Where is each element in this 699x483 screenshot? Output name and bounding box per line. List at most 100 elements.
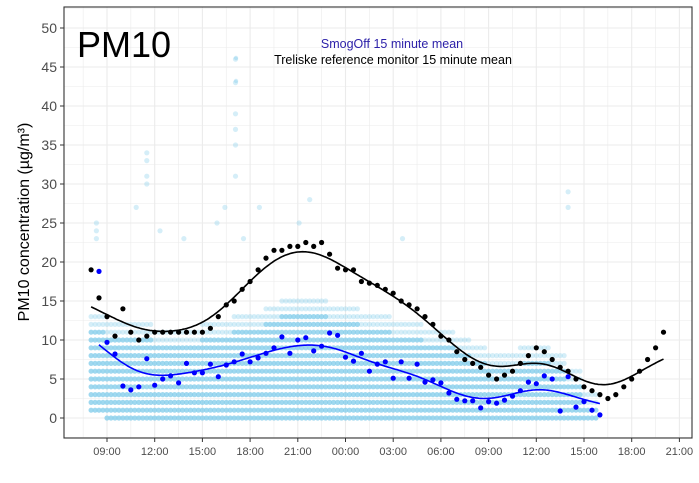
raw-sensor-point	[219, 321, 225, 327]
raw-sensor-point	[176, 392, 182, 398]
reference-point	[207, 325, 213, 331]
raw-sensor-point	[553, 407, 559, 413]
raw-sensor-point	[454, 337, 460, 343]
raw-sensor-point	[132, 360, 138, 366]
raw-sensor-point	[267, 321, 273, 327]
raw-sensor-point	[291, 321, 297, 327]
legend-label-reference: Treliske reference monitor 15 minute mea…	[274, 53, 512, 67]
raw-sensor-outlier	[93, 220, 99, 226]
raw-sensor-point	[211, 321, 217, 327]
raw-sensor-point	[331, 329, 337, 335]
raw-sensor-point	[191, 407, 197, 413]
smogoff-point	[565, 374, 571, 380]
raw-sensor-point	[557, 415, 563, 421]
raw-sensor-point	[402, 329, 408, 335]
raw-sensor-point	[466, 368, 472, 374]
raw-sensor-point	[450, 360, 456, 366]
raw-sensor-point	[283, 399, 289, 405]
raw-sensor-point	[267, 360, 273, 366]
raw-sensor-point	[108, 384, 114, 390]
raw-sensor-point	[390, 399, 396, 405]
reference-point	[152, 329, 158, 335]
raw-sensor-point	[203, 399, 209, 405]
raw-sensor-point	[327, 392, 333, 398]
raw-sensor-point	[354, 321, 360, 327]
raw-sensor-point	[263, 407, 269, 413]
raw-sensor-point	[116, 345, 122, 351]
raw-sensor-point	[255, 337, 261, 343]
raw-sensor-point	[366, 345, 372, 351]
raw-sensor-point	[172, 353, 178, 359]
raw-sensor-point	[120, 407, 126, 413]
raw-sensor-point	[152, 360, 158, 366]
raw-sensor-point	[442, 399, 448, 405]
raw-sensor-point	[215, 399, 221, 405]
raw-sensor-point	[561, 399, 567, 405]
raw-sensor-point	[311, 298, 317, 304]
reference-point	[144, 333, 150, 339]
raw-sensor-point	[386, 399, 392, 405]
raw-sensor-point	[120, 337, 126, 343]
raw-sensor-point	[231, 337, 237, 343]
raw-sensor-point	[430, 337, 436, 343]
raw-sensor-point	[172, 368, 178, 374]
raw-sensor-point	[164, 392, 170, 398]
raw-sensor-point	[581, 415, 587, 421]
raw-sensor-point	[374, 321, 380, 327]
raw-sensor-point	[358, 360, 364, 366]
reference-point	[311, 243, 317, 249]
raw-sensor-point	[247, 337, 253, 343]
raw-sensor-point	[247, 329, 253, 335]
raw-sensor-point	[529, 407, 535, 413]
raw-sensor-point	[164, 384, 170, 390]
raw-sensor-point	[104, 376, 110, 382]
raw-sensor-point	[319, 321, 325, 327]
reference-point	[183, 329, 190, 335]
raw-sensor-point	[378, 392, 384, 398]
raw-sensor-point	[231, 314, 237, 320]
raw-sensor-point	[557, 384, 563, 390]
raw-sensor-point	[458, 415, 464, 421]
smogoff-point	[239, 351, 245, 357]
raw-sensor-point	[533, 407, 539, 413]
raw-sensor-point	[398, 384, 404, 390]
raw-sensor-point	[446, 384, 452, 390]
smogoff-point	[533, 381, 539, 387]
raw-sensor-point	[454, 360, 460, 366]
raw-sensor-point	[116, 368, 122, 374]
raw-sensor-point	[187, 399, 194, 405]
raw-sensor-point	[112, 368, 118, 374]
raw-sensor-point	[132, 399, 138, 405]
smogoff-point	[374, 361, 380, 367]
raw-sensor-point	[370, 329, 376, 335]
raw-sensor-point	[358, 321, 364, 327]
raw-sensor-point	[172, 399, 178, 405]
raw-sensor-point	[88, 353, 94, 359]
raw-sensor-point	[378, 384, 384, 390]
raw-sensor-point	[207, 384, 213, 390]
raw-sensor-point	[303, 314, 309, 320]
raw-sensor-point	[231, 329, 237, 335]
smogoff-point	[295, 337, 301, 343]
raw-sensor-point	[144, 376, 150, 382]
smogoff-point	[120, 383, 126, 389]
raw-sensor-point	[283, 337, 289, 343]
raw-sensor-point	[160, 368, 166, 374]
raw-sensor-point	[342, 329, 349, 335]
raw-sensor-point	[525, 384, 532, 390]
raw-sensor-point	[124, 353, 130, 359]
smogoff-smoothed-line	[98, 344, 601, 405]
raw-sensor-point	[88, 399, 94, 405]
raw-sensor-point	[299, 298, 305, 304]
raw-sensor-point	[315, 314, 321, 320]
raw-sensor-point	[92, 337, 98, 343]
raw-sensor-point	[132, 392, 138, 398]
raw-sensor-point	[327, 314, 333, 320]
raw-sensor-point	[136, 321, 142, 327]
raw-sensor-point	[108, 415, 114, 421]
raw-sensor-point	[191, 337, 197, 343]
raw-sensor-point	[128, 415, 134, 421]
raw-sensor-point	[402, 384, 408, 390]
raw-sensor-point	[116, 329, 122, 335]
reference-point	[414, 306, 420, 312]
